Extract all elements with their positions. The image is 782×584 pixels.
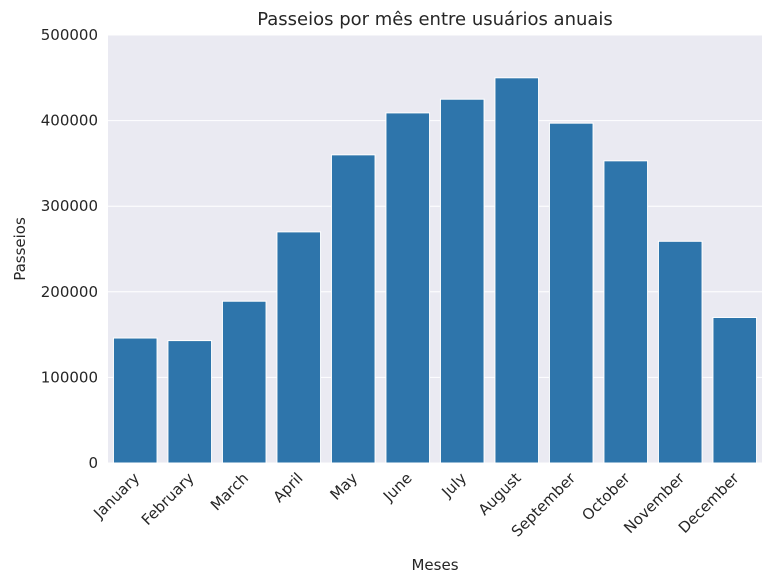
x-tick-label: February (138, 469, 198, 529)
bar-march (221, 300, 267, 464)
y-tick-label: 500000 (41, 26, 98, 44)
x-tick-label: May (326, 469, 361, 504)
x-tick-label: October (578, 469, 634, 525)
bar-august (494, 77, 540, 464)
bar-november (657, 240, 703, 464)
y-tick-label: 400000 (41, 112, 98, 130)
y-axis-label: Passeios (11, 217, 29, 281)
y-tick-labels: 0 100000 200000 300000 400000 500000 (41, 26, 98, 472)
x-tick-label: June (379, 469, 416, 506)
x-tick-label: April (270, 469, 307, 506)
bar-april (276, 231, 322, 464)
bars (112, 77, 758, 464)
chart-title: Passeios por mês entre usuários anuais (257, 9, 613, 30)
bar-september (548, 122, 594, 464)
bar-february (167, 340, 213, 464)
x-tick-label: August (475, 469, 525, 519)
plot-area (108, 35, 762, 463)
bar-october (603, 160, 649, 464)
bar-july (439, 98, 485, 464)
x-axis-label: Meses (411, 556, 458, 574)
x-tick-label: January (89, 469, 143, 523)
bar-june (385, 112, 431, 464)
bar-may (330, 154, 376, 464)
x-tick-label: December (675, 469, 743, 537)
grid-lines (108, 34, 762, 464)
x-tick-label: July (438, 469, 471, 502)
y-tick-label: 200000 (41, 283, 98, 301)
y-tick-label: 0 (88, 454, 98, 472)
bar-january (112, 337, 158, 464)
bar-december (712, 316, 758, 464)
y-tick-label: 100000 (41, 368, 98, 386)
y-tick-label: 300000 (41, 197, 98, 215)
x-tick-label: March (207, 469, 252, 514)
